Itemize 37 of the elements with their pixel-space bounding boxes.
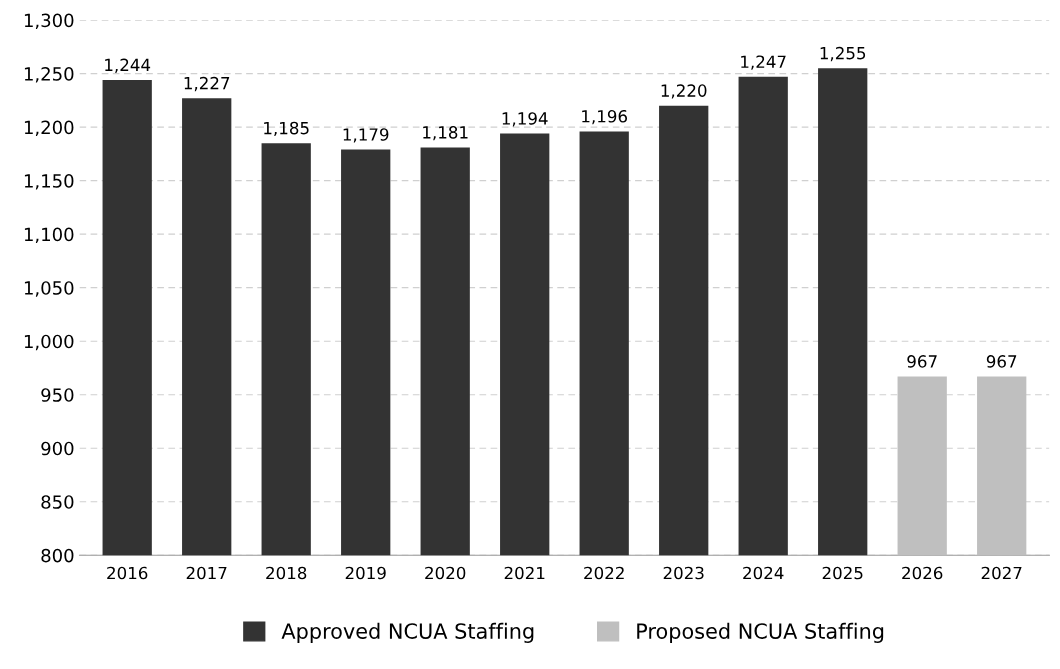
x-tick-label: 2020 [425, 566, 466, 580]
data-label: 967 [907, 355, 937, 368]
y-tick-label: 1,200 [24, 120, 74, 137]
x-tick-label: 2024 [743, 566, 784, 580]
y-tick-label: 1,300 [24, 13, 74, 30]
y-tick-label: 900 [41, 441, 74, 456]
data-label: 1,227 [184, 76, 230, 92]
legend-label: Proposed NCUA Staffing [637, 622, 884, 643]
y-tick-label: 1,250 [24, 67, 74, 83]
data-label: 1,255 [820, 46, 866, 62]
data-label: 1,181 [423, 126, 468, 141]
x-tick-label: 2023 [663, 566, 704, 580]
data-label: 1,244 [105, 58, 151, 73]
data-label: 1,185 [264, 121, 309, 137]
x-tick-label: 2018 [266, 566, 307, 580]
data-label: 1,247 [741, 55, 786, 70]
y-tick-label: 950 [41, 388, 74, 402]
y-tick-label: 850 [41, 495, 74, 509]
data-label: 1,179 [343, 128, 389, 143]
x-tick-label: 2025 [822, 566, 863, 580]
x-tick-label: 2016 [107, 566, 148, 580]
data-label: 1,220 [661, 84, 707, 99]
x-tick-label: 2021 [504, 566, 545, 580]
x-tick-label: 2019 [345, 566, 386, 580]
x-tick-label: 2017 [186, 566, 227, 580]
x-tick-label: 2026 [902, 566, 943, 580]
x-tick-label: 2027 [981, 566, 1022, 580]
y-tick-label: 1,050 [24, 281, 74, 297]
data-label: 1,194 [502, 112, 548, 127]
legend-label: Approved NCUA Staffing [281, 622, 534, 643]
data-label: 1,196 [582, 110, 628, 125]
data-label: 967 [986, 355, 1017, 368]
y-tick-label: 1,100 [24, 227, 74, 244]
y-tick-label: 800 [41, 548, 74, 563]
x-tick-label: 2022 [584, 566, 624, 580]
y-tick-label: 1,150 [24, 174, 74, 190]
y-tick-label: 1,000 [24, 334, 74, 351]
